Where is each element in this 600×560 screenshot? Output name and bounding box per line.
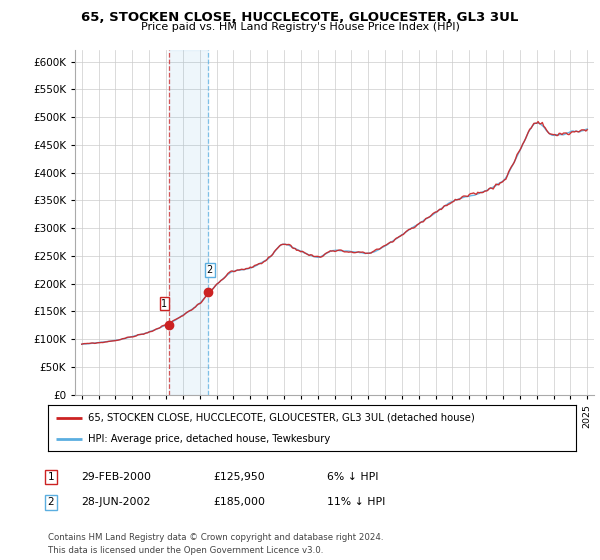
Bar (169, 50, 208, 395)
Text: 1: 1 (161, 298, 167, 309)
Text: Contains HM Land Registry data © Crown copyright and database right 2024.: Contains HM Land Registry data © Crown c… (48, 533, 383, 542)
Text: This data is licensed under the Open Government Licence v3.0.: This data is licensed under the Open Gov… (48, 546, 323, 555)
Text: 65, STOCKEN CLOSE, HUCCLECOTE, GLOUCESTER, GL3 3UL (detached house): 65, STOCKEN CLOSE, HUCCLECOTE, GLOUCESTE… (88, 413, 475, 423)
Text: HPI: Average price, detached house, Tewkesbury: HPI: Average price, detached house, Tewk… (88, 435, 330, 444)
Text: 29-FEB-2000: 29-FEB-2000 (81, 472, 151, 482)
Text: £185,000: £185,000 (213, 497, 265, 507)
Text: 65, STOCKEN CLOSE, HUCCLECOTE, GLOUCESTER, GL3 3UL: 65, STOCKEN CLOSE, HUCCLECOTE, GLOUCESTE… (82, 11, 518, 24)
Text: 2: 2 (206, 265, 213, 275)
Text: Price paid vs. HM Land Registry's House Price Index (HPI): Price paid vs. HM Land Registry's House … (140, 22, 460, 32)
Text: 11% ↓ HPI: 11% ↓ HPI (327, 497, 385, 507)
Text: 6% ↓ HPI: 6% ↓ HPI (327, 472, 379, 482)
Text: £125,950: £125,950 (213, 472, 265, 482)
Text: 28-JUN-2002: 28-JUN-2002 (81, 497, 151, 507)
Text: 2: 2 (47, 497, 55, 507)
Text: 1: 1 (47, 472, 55, 482)
